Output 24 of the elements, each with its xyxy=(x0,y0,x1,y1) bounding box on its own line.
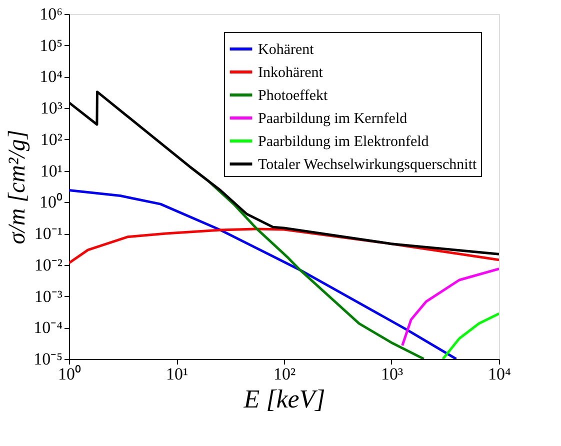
y-tick-label: 10⁻¹ xyxy=(34,224,62,244)
legend-label: Photoeffekt xyxy=(258,88,329,104)
legend-label: Inkohärent xyxy=(258,65,324,81)
x-tick-label: 10³ xyxy=(380,364,404,384)
y-tick-label: 10³ xyxy=(40,98,62,118)
legend-label: Totaler Wechselwirkungsquerschnitt xyxy=(258,157,478,173)
x-tick-label: 10² xyxy=(273,364,296,384)
y-axis-title: σ/m [cm²/g] xyxy=(4,130,31,244)
legend-label: Kohärent xyxy=(258,42,315,58)
y-tick-label: 10⁶ xyxy=(40,4,63,24)
legend-label: Paarbildung im Elektronfeld xyxy=(258,134,430,150)
y-tick-label: 10⁻³ xyxy=(34,286,62,306)
x-tick-label: 10⁴ xyxy=(488,364,512,384)
legend-label: Paarbildung im Kernfeld xyxy=(258,111,408,127)
line-series xyxy=(442,312,499,359)
y-tick-label: 10⁰ xyxy=(40,192,62,212)
y-tick-label: 10⁵ xyxy=(40,36,63,55)
x-tick-label: 10¹ xyxy=(166,364,188,384)
y-tick-label: 10⁻² xyxy=(34,255,62,274)
y-tick-label: 10⁴ xyxy=(40,67,63,86)
x-axis-title: E [keV] xyxy=(242,384,326,414)
y-tick-label: 10² xyxy=(40,130,62,149)
y-tick-label: 10¹ xyxy=(40,161,62,180)
y-tick-label: 10⁻⁴ xyxy=(34,318,63,338)
